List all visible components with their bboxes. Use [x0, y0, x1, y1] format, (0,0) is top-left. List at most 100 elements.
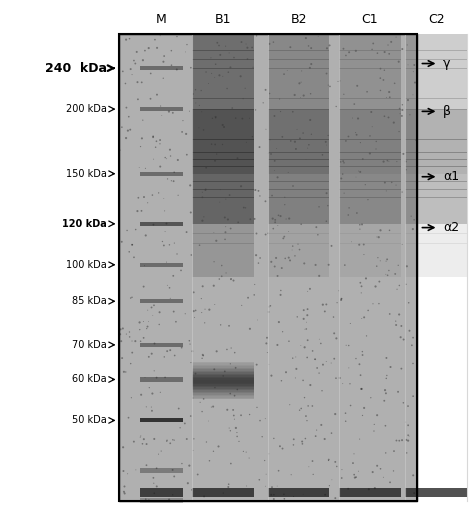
Bar: [405, 55, 467, 59]
Point: [213, 39, 221, 47]
Point: [366, 132, 374, 140]
Bar: [268, 166, 329, 174]
Point: [130, 253, 138, 262]
Point: [223, 345, 231, 353]
Point: [344, 485, 352, 493]
Point: [360, 313, 368, 321]
Point: [360, 240, 367, 249]
Point: [270, 224, 277, 233]
Point: [161, 353, 168, 361]
Point: [360, 250, 368, 259]
Point: [222, 228, 229, 236]
Point: [286, 256, 294, 265]
Point: [147, 94, 155, 103]
Point: [169, 436, 177, 444]
Point: [342, 417, 349, 425]
Point: [313, 426, 320, 434]
Point: [136, 318, 143, 327]
Point: [282, 254, 289, 263]
Point: [122, 36, 130, 44]
Point: [202, 164, 210, 172]
Point: [156, 308, 164, 316]
Text: M: M: [156, 13, 166, 26]
Point: [212, 114, 219, 122]
Point: [403, 262, 410, 270]
Bar: [139, 377, 182, 381]
Point: [375, 278, 383, 286]
Point: [380, 76, 387, 84]
Point: [157, 102, 164, 110]
Point: [137, 142, 144, 151]
Point: [268, 372, 275, 380]
Point: [187, 412, 194, 420]
Point: [168, 61, 175, 69]
Point: [173, 66, 181, 74]
Point: [242, 40, 250, 48]
Point: [299, 376, 307, 384]
Point: [244, 44, 251, 52]
Bar: [268, 38, 329, 42]
Point: [127, 65, 135, 73]
Point: [149, 191, 156, 199]
Point: [321, 491, 329, 499]
Point: [277, 286, 284, 295]
Point: [291, 91, 299, 99]
Point: [377, 226, 384, 234]
Point: [166, 439, 174, 447]
Point: [324, 202, 332, 210]
Point: [387, 363, 394, 371]
Point: [356, 435, 364, 443]
Point: [281, 233, 288, 241]
Point: [209, 114, 216, 122]
Point: [161, 228, 169, 236]
Point: [196, 101, 203, 109]
Point: [170, 272, 177, 280]
Point: [200, 395, 208, 403]
Point: [143, 325, 150, 333]
Point: [147, 403, 155, 411]
Point: [227, 427, 234, 435]
Point: [208, 69, 215, 77]
Point: [410, 333, 417, 342]
Point: [337, 174, 345, 183]
Point: [326, 481, 333, 490]
Point: [315, 369, 323, 377]
Point: [219, 489, 227, 497]
Point: [142, 495, 150, 503]
Point: [396, 104, 403, 112]
Point: [183, 435, 191, 443]
Point: [289, 108, 297, 116]
Point: [181, 420, 189, 428]
Point: [340, 189, 348, 197]
Point: [128, 293, 136, 301]
Point: [188, 486, 196, 494]
Bar: [192, 88, 254, 93]
Point: [251, 280, 258, 288]
Bar: [339, 121, 401, 127]
Point: [383, 374, 390, 382]
Point: [126, 248, 133, 256]
Point: [246, 325, 254, 333]
Point: [192, 99, 200, 107]
Bar: [339, 115, 401, 121]
Bar: [339, 83, 401, 88]
Bar: [268, 73, 329, 78]
Point: [197, 87, 205, 95]
Point: [244, 294, 252, 302]
Point: [373, 137, 380, 146]
Point: [365, 485, 373, 493]
Point: [339, 379, 346, 388]
Point: [159, 237, 166, 246]
Point: [249, 133, 256, 141]
Point: [142, 231, 149, 239]
Point: [308, 130, 315, 138]
Point: [160, 241, 168, 250]
Point: [319, 300, 327, 309]
Point: [179, 117, 187, 125]
Point: [212, 237, 220, 245]
Point: [187, 208, 194, 217]
Point: [238, 115, 246, 123]
Bar: [192, 372, 254, 374]
Point: [282, 368, 290, 376]
Point: [210, 402, 217, 411]
